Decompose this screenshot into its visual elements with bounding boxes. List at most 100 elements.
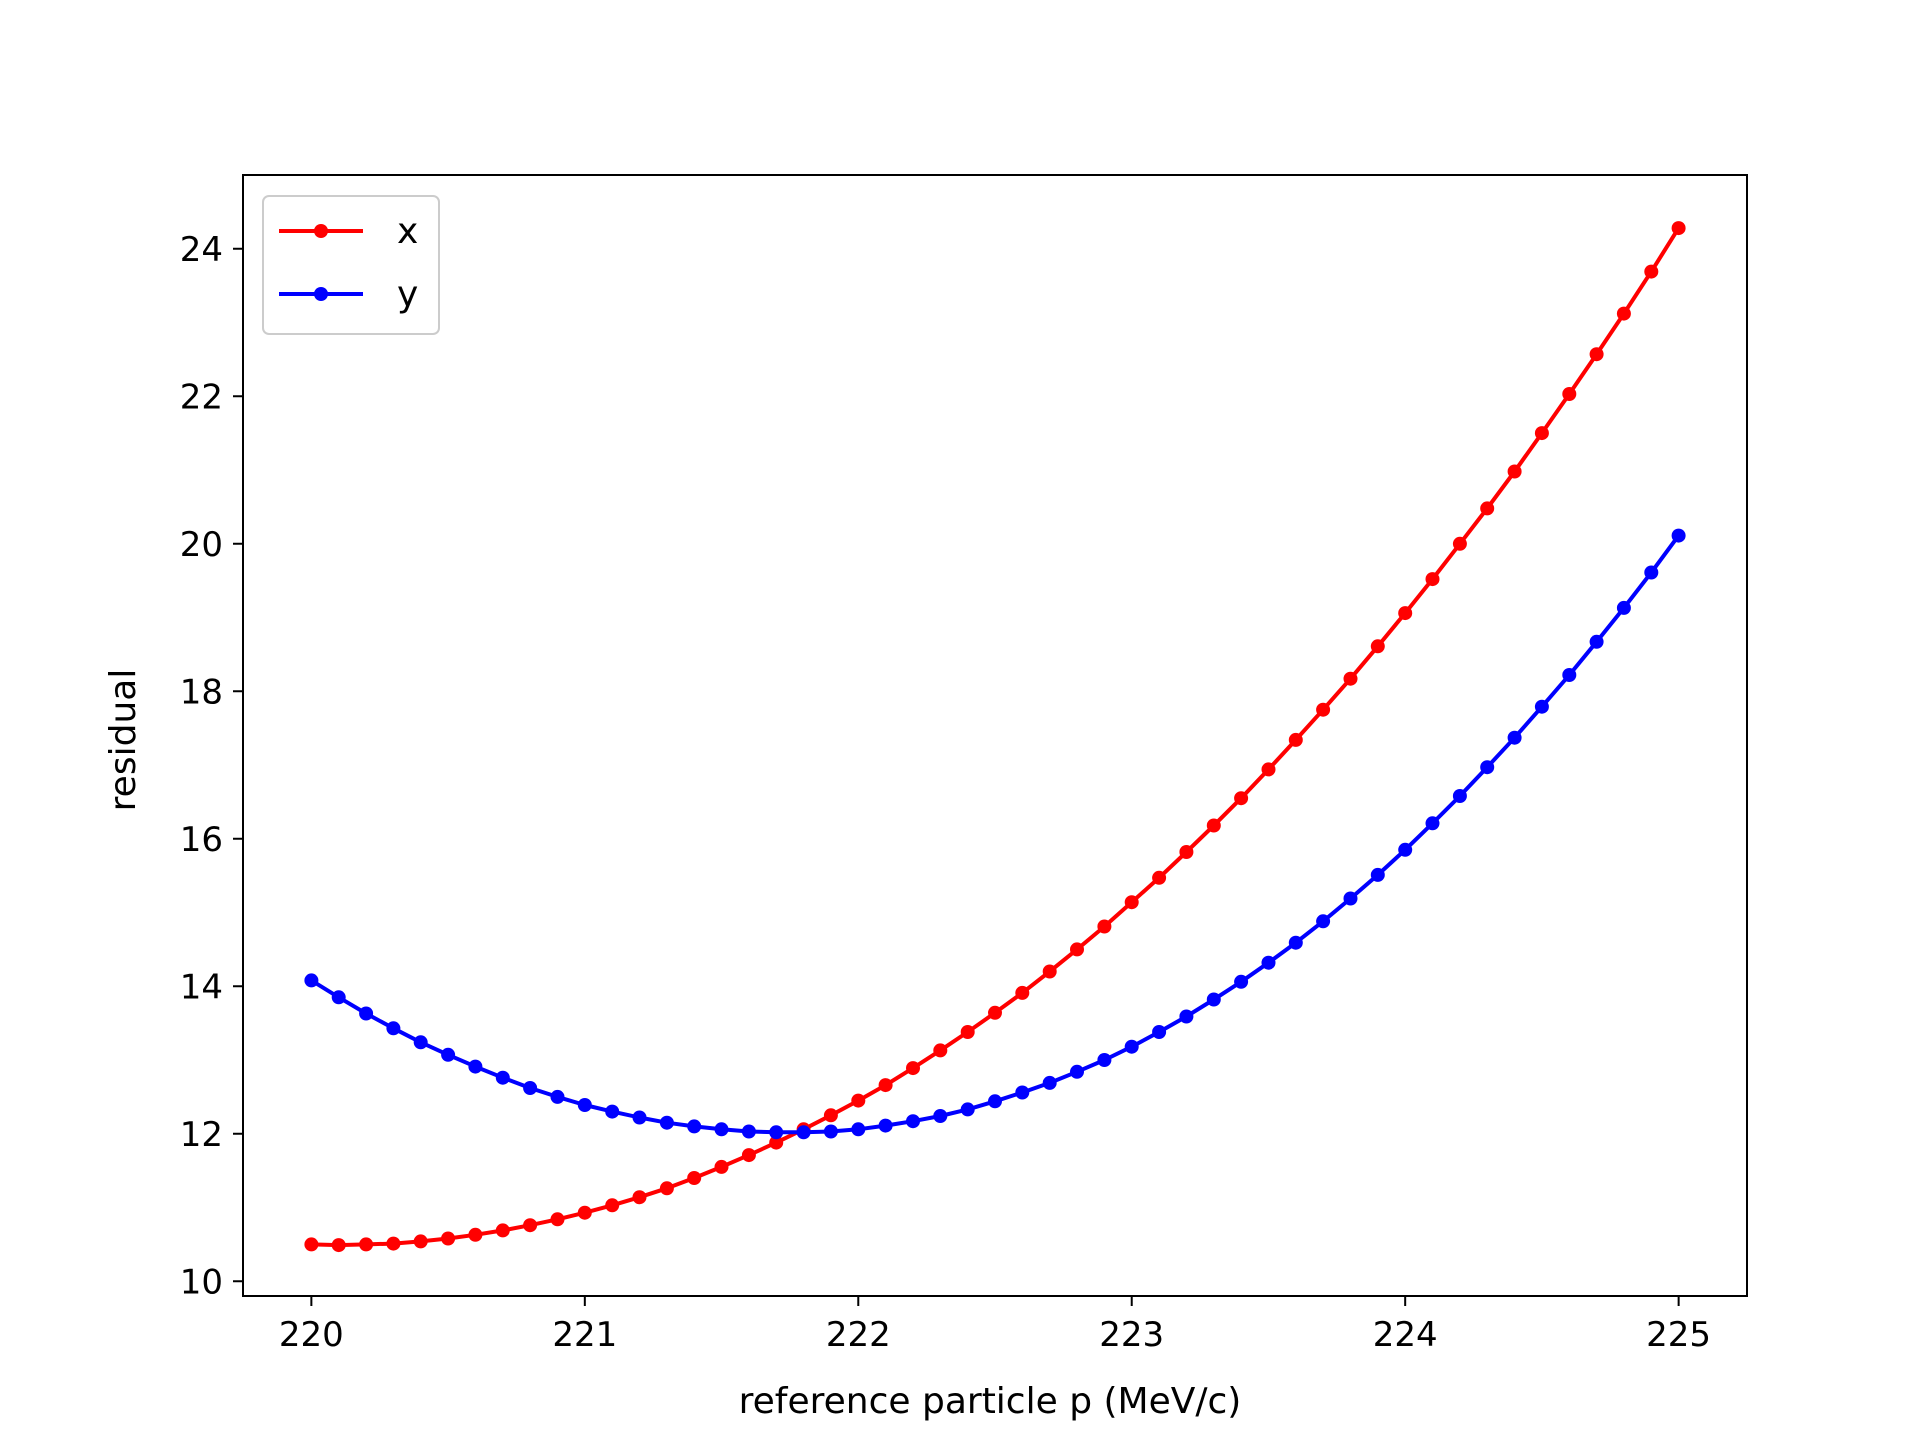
data-point-x: [495, 1223, 510, 1238]
data-point-x: [632, 1190, 647, 1205]
data-point-y: [960, 1102, 975, 1117]
y-tick-label: 16: [180, 820, 223, 860]
data-point-y: [577, 1098, 592, 1112]
data-point-x: [468, 1227, 483, 1242]
data-point-y: [1070, 1064, 1084, 1079]
data-point-x: [1562, 387, 1577, 401]
data-point-x: [988, 1005, 1002, 1020]
data-point-x: [1097, 919, 1112, 934]
data-point-x: [1261, 762, 1276, 777]
y-tick-label: 18: [180, 672, 223, 712]
data-point-y: [1179, 1009, 1194, 1024]
x-axis-label: reference particle p (MeV/c): [739, 1381, 1242, 1422]
data-point-x: [1589, 347, 1604, 362]
data-point-x: [605, 1198, 620, 1213]
data-point-x: [906, 1061, 920, 1076]
y-tick-label: 12: [180, 1115, 223, 1155]
data-point-y: [605, 1104, 620, 1119]
data-point-x: [1425, 572, 1440, 587]
data-point-y: [851, 1122, 866, 1137]
data-point-x: [1507, 464, 1522, 479]
data-point-y: [878, 1118, 893, 1133]
data-point-x: [1644, 264, 1659, 279]
data-point-x: [878, 1078, 893, 1093]
series-layer: [304, 221, 1686, 1253]
data-point-y: [632, 1110, 647, 1125]
data-point-x: [1534, 426, 1549, 441]
data-point-x: [687, 1171, 702, 1185]
data-point-y: [1097, 1053, 1112, 1067]
x-tick-label: 221: [552, 1315, 617, 1355]
data-point-y: [1343, 891, 1358, 906]
data-point-y: [1480, 760, 1495, 775]
data-point-y: [495, 1070, 510, 1085]
data-point-y: [1234, 974, 1249, 989]
data-point-x: [304, 1237, 319, 1252]
data-point-x: [1370, 639, 1385, 654]
plot-frame: [242, 174, 1748, 1297]
data-point-y: [823, 1124, 838, 1139]
data-point-y: [331, 990, 346, 1005]
x-tick-label: 223: [1099, 1315, 1164, 1355]
legend-label-y: y: [397, 274, 418, 315]
data-point-x: [413, 1234, 428, 1249]
y-tick-label: 14: [180, 967, 223, 1007]
data-point-y: [796, 1125, 811, 1140]
data-point-x: [550, 1212, 565, 1227]
x-tick-label: 224: [1373, 1315, 1438, 1355]
data-point-x: [1398, 606, 1413, 621]
data-point-y: [1507, 730, 1522, 745]
data-point-x: [577, 1205, 592, 1220]
data-point-y: [1398, 842, 1413, 857]
data-point-x: [1124, 895, 1139, 910]
series-x: [304, 221, 1686, 1253]
data-point-y: [1042, 1075, 1057, 1090]
data-point-x: [386, 1236, 401, 1251]
series-line-x: [309, 226, 1681, 1248]
data-point-y: [1616, 600, 1631, 615]
data-point-y: [1288, 935, 1303, 950]
data-point-x: [960, 1025, 975, 1039]
data-point-y: [1015, 1085, 1030, 1100]
data-point-y: [988, 1094, 1002, 1109]
data-point-y: [1534, 699, 1549, 714]
data-point-y: [468, 1059, 483, 1074]
y-tick-label: 22: [180, 377, 223, 417]
data-point-y: [1671, 528, 1686, 543]
data-point-y: [659, 1115, 674, 1130]
data-point-y: [1370, 867, 1385, 882]
series-y: [304, 528, 1686, 1140]
y-tick-label: 10: [180, 1262, 223, 1302]
data-point-y: [1124, 1039, 1139, 1054]
x-tick-label: 220: [279, 1315, 344, 1355]
data-point-x: [359, 1237, 374, 1252]
x-tick-label: 225: [1646, 1315, 1711, 1355]
data-point-x: [1179, 845, 1194, 859]
data-point-y: [441, 1047, 456, 1062]
legend: xy: [262, 195, 440, 335]
data-point-x: [1452, 536, 1467, 551]
data-point-x: [933, 1043, 948, 1058]
data-point-x: [1152, 870, 1167, 885]
y-axis-label: residual: [103, 669, 144, 812]
data-point-y: [1261, 955, 1276, 970]
y-tick-label: 24: [180, 230, 223, 270]
data-point-y: [1644, 565, 1659, 580]
data-point-x: [1480, 501, 1495, 516]
data-point-y: [304, 973, 319, 988]
axes-layer: 220 221 222 223 224 225 10 12 14 16 18 20 22 24: [180, 174, 1748, 1355]
data-point-y: [1425, 816, 1440, 831]
data-point-x: [1343, 671, 1358, 686]
data-point-y: [550, 1089, 565, 1104]
data-point-y: [359, 1006, 374, 1021]
data-point-x: [714, 1159, 729, 1174]
data-point-y: [906, 1114, 920, 1129]
data-point-x: [1206, 818, 1221, 833]
y-tick-label: 20: [180, 525, 223, 565]
data-point-y: [1562, 668, 1577, 682]
data-point-y: [769, 1125, 784, 1140]
x-tick-label: 222: [826, 1315, 891, 1355]
data-point-y: [523, 1081, 538, 1095]
data-point-y: [1152, 1025, 1167, 1039]
